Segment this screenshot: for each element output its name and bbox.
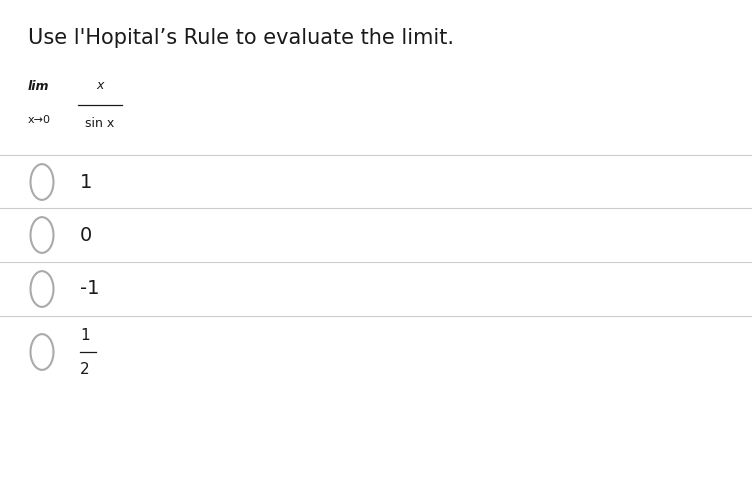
Text: lim: lim (28, 80, 50, 93)
Text: 1: 1 (80, 328, 89, 343)
Text: Use l'Hopital’s Rule to evaluate the limit.: Use l'Hopital’s Rule to evaluate the lim… (28, 28, 454, 48)
Text: x: x (96, 79, 104, 92)
Text: 0: 0 (80, 226, 92, 244)
Text: -1: -1 (80, 279, 99, 299)
Text: x→0: x→0 (28, 115, 51, 125)
Text: 2: 2 (80, 362, 89, 377)
Text: 1: 1 (80, 172, 92, 192)
Text: sin x: sin x (86, 117, 114, 130)
